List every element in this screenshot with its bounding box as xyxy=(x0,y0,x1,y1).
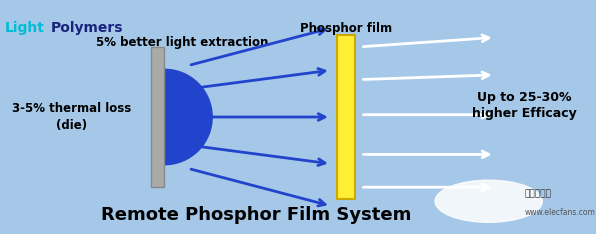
Text: Up to 25-30%
higher Efficacy: Up to 25-30% higher Efficacy xyxy=(472,91,577,120)
Text: Polymers: Polymers xyxy=(51,21,123,35)
Text: Phosphor film: Phosphor film xyxy=(300,22,392,35)
Bar xyxy=(337,35,355,199)
Text: Remote Phosphor Film System: Remote Phosphor Film System xyxy=(101,206,411,224)
Bar xyxy=(151,47,164,187)
Text: 电子发烧友: 电子发烧友 xyxy=(524,190,551,199)
Text: 3-5% thermal loss
(die): 3-5% thermal loss (die) xyxy=(12,102,131,132)
Circle shape xyxy=(435,180,542,222)
Text: Light: Light xyxy=(5,21,45,35)
Text: 5% better light extraction: 5% better light extraction xyxy=(95,36,268,49)
Text: www.elecfans.com: www.elecfans.com xyxy=(524,208,595,217)
Ellipse shape xyxy=(117,69,212,165)
